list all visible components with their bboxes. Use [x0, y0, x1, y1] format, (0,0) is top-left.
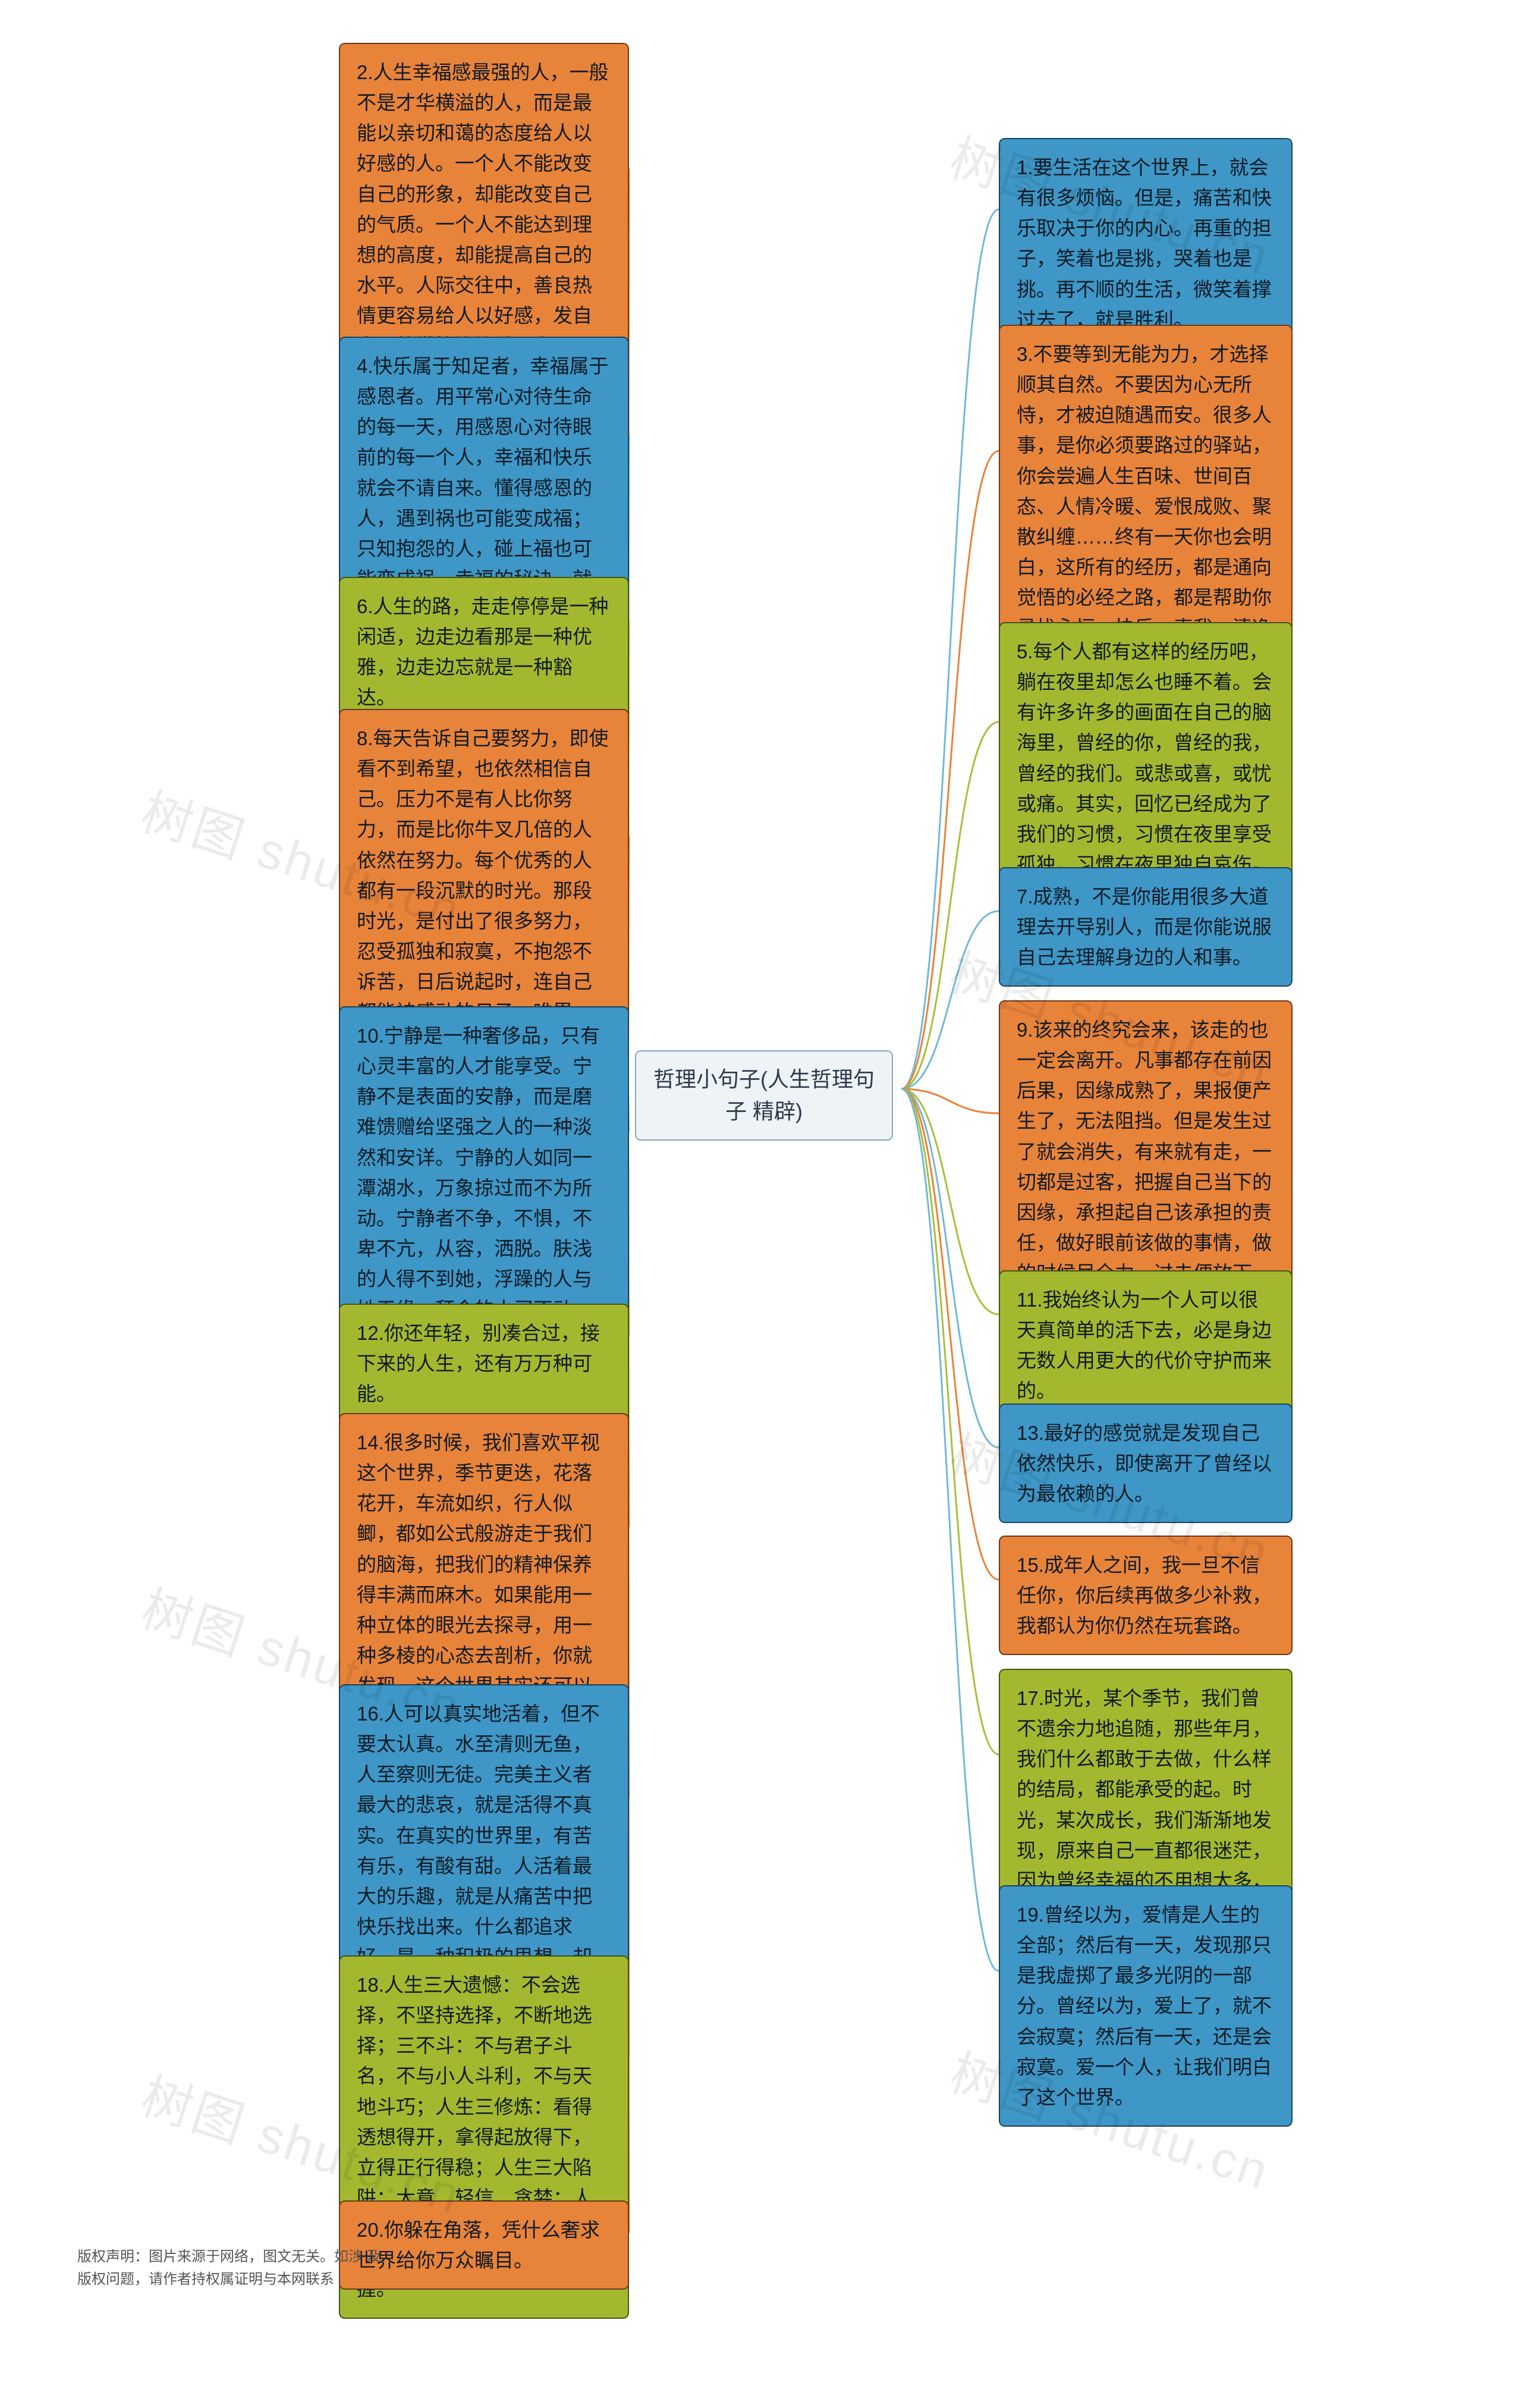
mindmap-edge: [901, 1089, 999, 1580]
mindmap-edge: [901, 1089, 999, 1314]
edge-layer: [0, 0, 1522, 2408]
mindmap-node: 13.最好的感觉就是发现自己依然快乐，即使离开了曾经以为最依赖的人。: [999, 1404, 1293, 1523]
mindmap-node: 6.人生的路，走走停停是一种闲适，边走边看那是一种优雅，边走边忘就是一种豁达。: [339, 577, 629, 727]
mindmap-node: 11.我始终认为一个人可以很天真简单的活下去，必是身边无数人用更大的代价守护而来…: [999, 1270, 1293, 1421]
mindmap-node: 15.成年人之间，我一旦不信任你，你后续再做多少补救，我都认为你仍然在玩套路。: [999, 1536, 1293, 1655]
copyright-notice: 版权声明：图片来源于网络，图文无关。如涉 及版权问题，请作者持权属证明与本网联系: [77, 2246, 386, 2291]
mindmap-node: 1.要生活在这个世界上，就会有很多烦恼。但是，痛苦和快乐取决于你的内心。再重的担…: [999, 138, 1293, 349]
mindmap-edge: [901, 911, 999, 1089]
mindmap-edge: [901, 451, 999, 1089]
mindmap-edge: [901, 1089, 999, 1754]
mindmap-edge: [901, 1089, 999, 1448]
mindmap-node: 19.曾经以为，爱情是人生的全部；然后有一天，发现那只是我虚掷了最多光阴的一部分…: [999, 1885, 1293, 2127]
mindmap-edge: [901, 722, 999, 1089]
mindmap-edge: [901, 209, 999, 1089]
mindmap-edge: [901, 1089, 999, 1113]
center-node: 哲理小句子(人生哲理句子 精辟): [635, 1050, 893, 1141]
mindmap-node: 12.你还年轻，别凑合过，接下来的人生，还有万万种可能。: [339, 1304, 629, 1423]
mindmap-edge: [901, 1089, 999, 1971]
mindmap-node: 7.成熟，不是你能用很多大道理去开导别人，而是你能说服自己去理解身边的人和事。: [999, 867, 1293, 987]
